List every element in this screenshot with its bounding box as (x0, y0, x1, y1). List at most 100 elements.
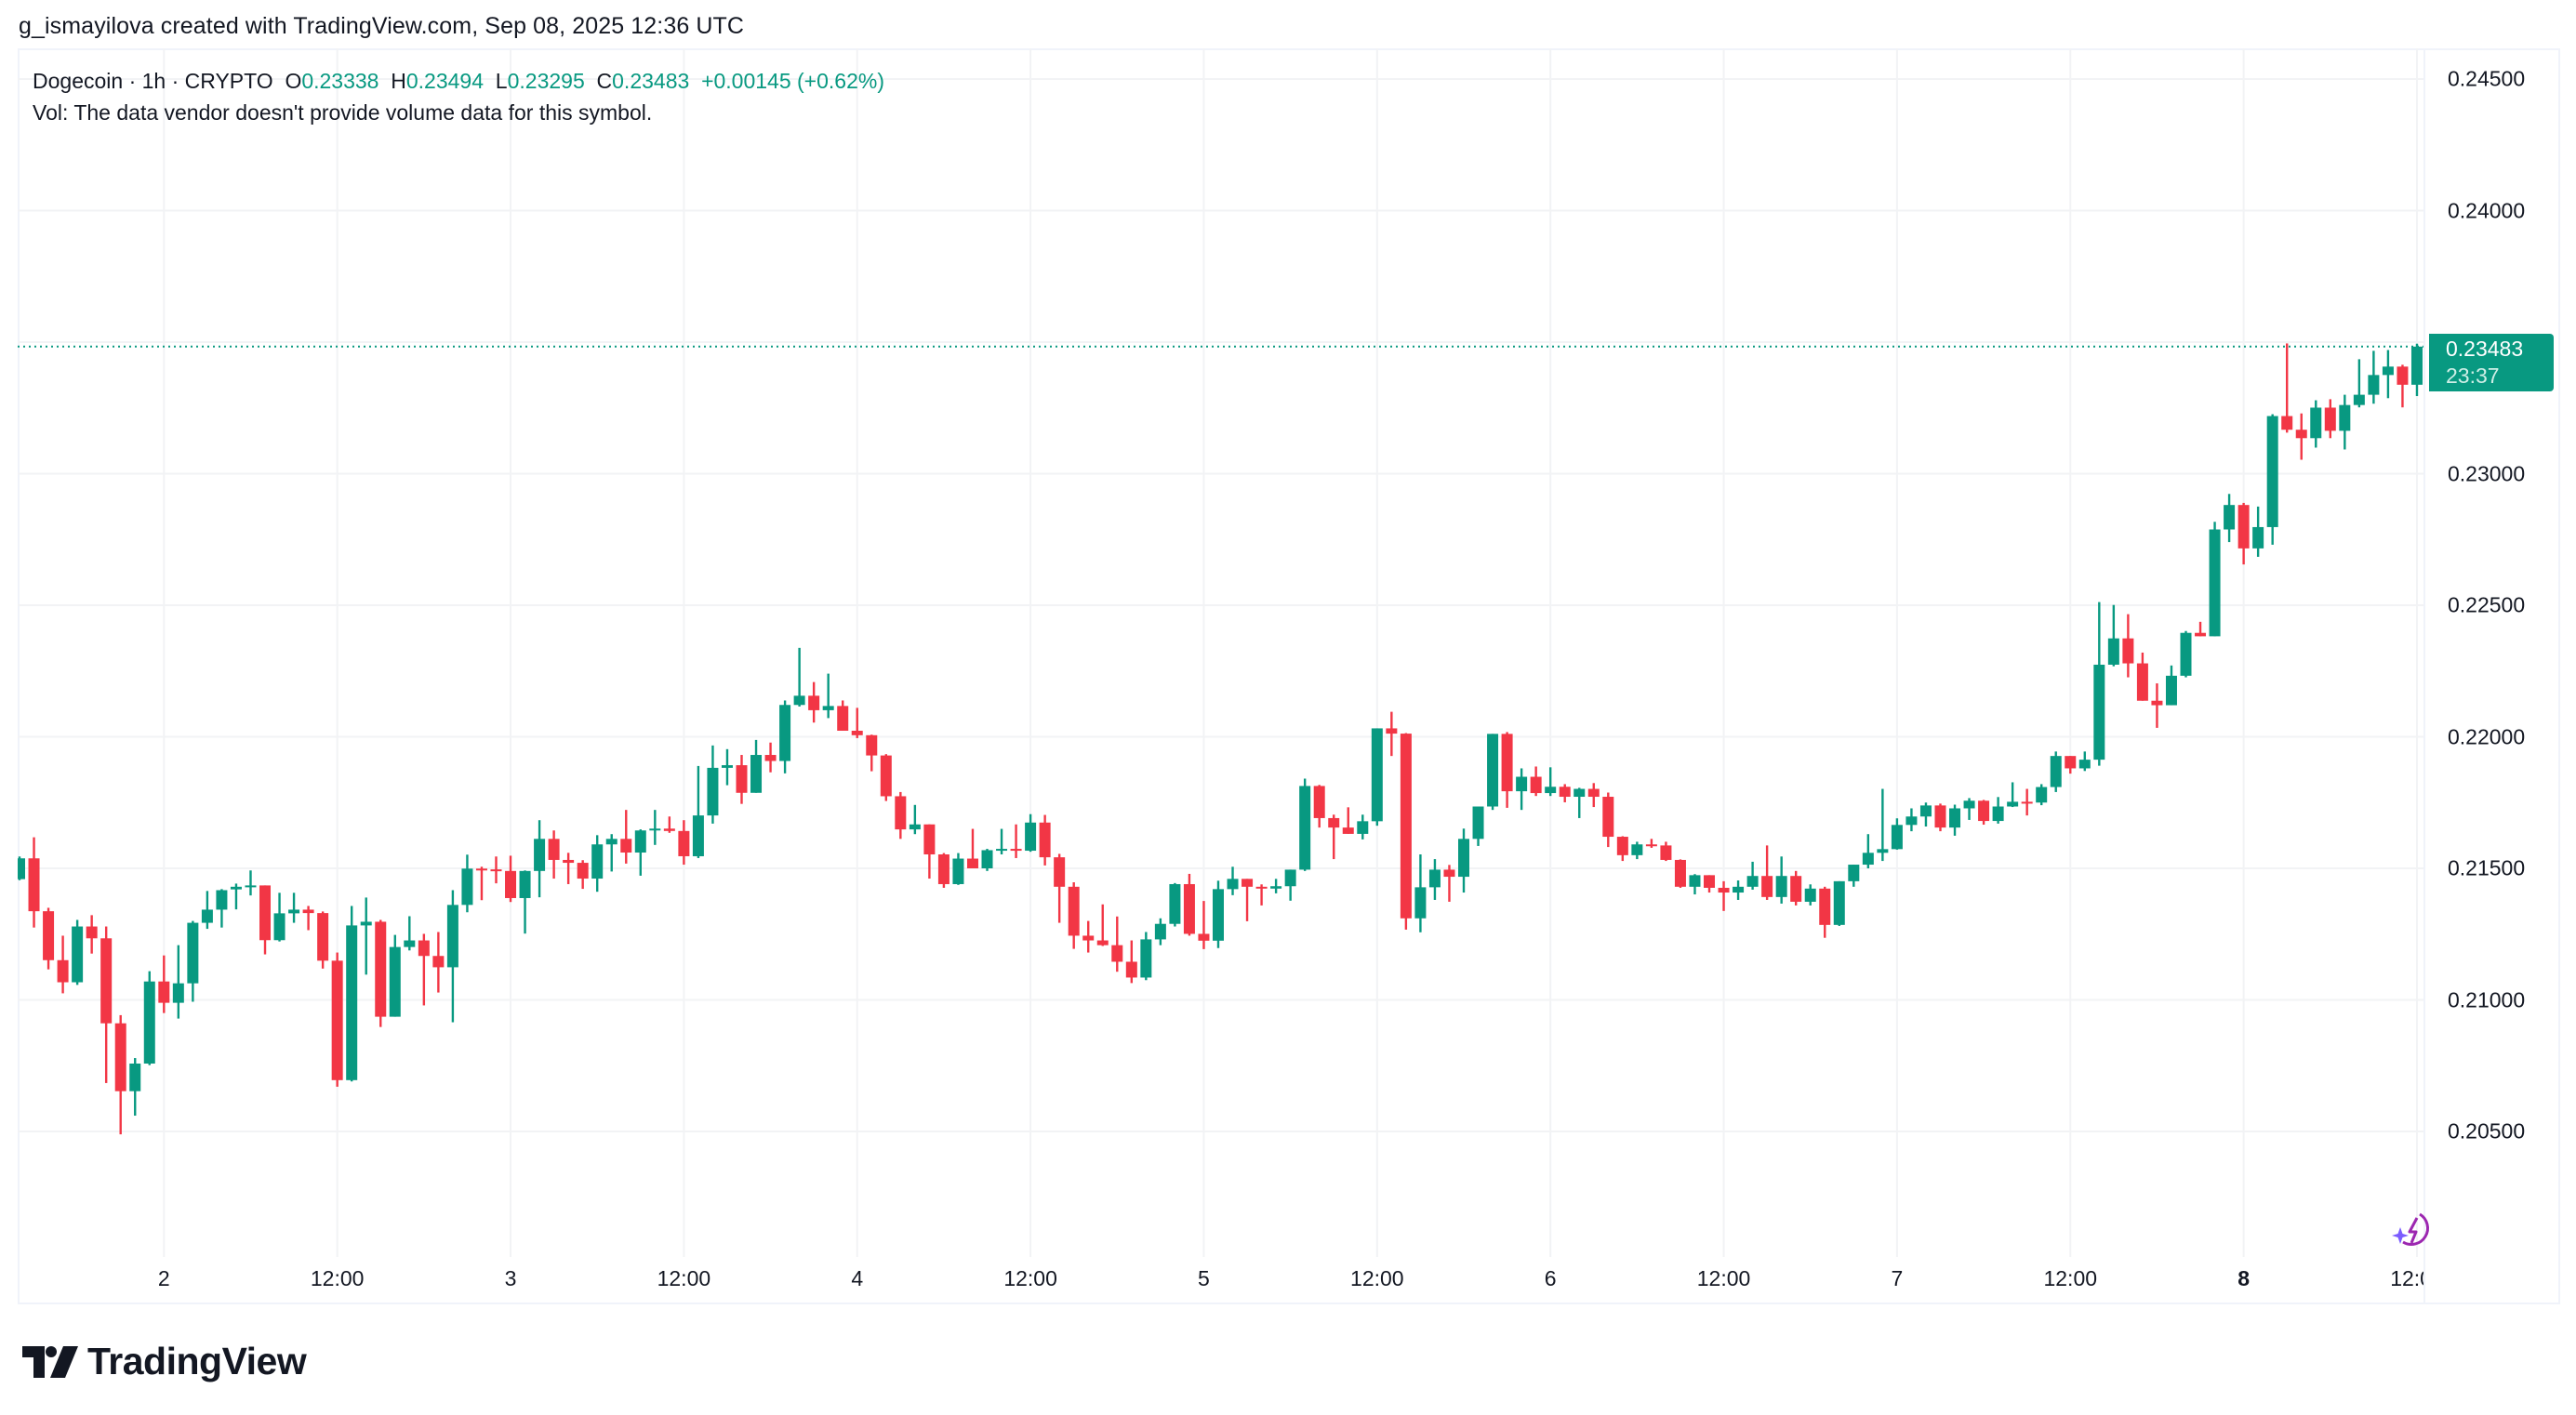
candle-down[interactable] (1313, 785, 1325, 828)
candle-up[interactable] (1848, 865, 1860, 887)
candle-up[interactable] (721, 748, 733, 786)
candle-down[interactable] (808, 681, 820, 723)
candle-down[interactable] (937, 853, 949, 888)
candle-up[interactable] (2252, 506, 2264, 557)
candle-down[interactable] (1443, 865, 1455, 902)
candle-up[interactable] (1746, 861, 1759, 890)
candle-up[interactable] (981, 849, 993, 871)
candle-up[interactable] (1284, 869, 1296, 901)
candle-down[interactable] (490, 856, 502, 884)
candle-down[interactable] (302, 906, 314, 931)
candle-up[interactable] (1631, 841, 1643, 860)
candle-up[interactable] (952, 853, 964, 885)
lightning-sparkle-icon[interactable] (2392, 1209, 2435, 1256)
candle-down[interactable] (1039, 814, 1051, 866)
candle-up[interactable] (909, 804, 921, 835)
candle-down[interactable] (259, 885, 272, 955)
candle-down[interactable] (2237, 502, 2250, 565)
candle-down[interactable] (2295, 413, 2307, 460)
candle-up[interactable] (996, 828, 1008, 855)
candle-down[interactable] (736, 755, 748, 804)
candle-up[interactable] (1270, 879, 1282, 893)
candle-up[interactable] (446, 890, 458, 1023)
candle-up[interactable] (2310, 400, 2322, 448)
candle-down[interactable] (1660, 841, 1672, 862)
candle-up[interactable] (2036, 784, 2048, 806)
candle-up[interactable] (172, 945, 184, 1019)
candle-down[interactable] (1010, 824, 1022, 858)
candle-up[interactable] (389, 934, 401, 1017)
candle-up[interactable] (1891, 818, 1903, 850)
candle-down[interactable] (1255, 884, 1268, 906)
candle-down[interactable] (1183, 873, 1195, 936)
candle-down[interactable] (966, 828, 978, 868)
candle-down[interactable] (475, 866, 487, 901)
candle-up[interactable] (1169, 882, 1181, 927)
candle-up[interactable] (2382, 350, 2394, 399)
candle-down[interactable] (2195, 621, 2207, 637)
candle-up[interactable] (1992, 797, 2004, 824)
tradingview-logo[interactable]: TradingView (22, 1340, 307, 1383)
candle-down[interactable] (1198, 901, 1210, 949)
candle-down[interactable] (2397, 364, 2409, 408)
candle-up[interactable] (2224, 494, 2236, 543)
candle-down[interactable] (1674, 859, 1686, 888)
candle-up[interactable] (461, 854, 473, 913)
candle-up[interactable] (779, 700, 791, 774)
candle-up[interactable] (2266, 414, 2278, 545)
candle-down[interactable] (1978, 800, 1990, 826)
time-axis[interactable]: 2 12:00 3 12:00 4 12:00 5 12:00 6 12:00 7 12:00 8 12:… (18, 1266, 2423, 1300)
candle-down[interactable] (764, 742, 777, 773)
candle-down[interactable] (432, 932, 445, 993)
candle-down[interactable] (1068, 881, 1080, 949)
candle-down[interactable] (895, 791, 907, 840)
candle-up[interactable] (1487, 734, 1499, 811)
candlestick-chart[interactable] (18, 48, 2423, 1257)
candle-down[interactable] (880, 754, 892, 801)
candle-up[interactable] (1545, 767, 1557, 797)
candle-down[interactable] (1386, 711, 1398, 757)
candle-up[interactable] (1299, 778, 1311, 871)
candle-down[interactable] (2021, 788, 2033, 816)
candle-down[interactable] (837, 700, 849, 731)
candle-down[interactable] (505, 855, 517, 903)
candle-up[interactable] (2209, 522, 2221, 637)
candle-up[interactable] (404, 916, 416, 951)
candle-up[interactable] (1371, 728, 1383, 827)
candle-up[interactable] (143, 971, 155, 1065)
candle-down[interactable] (1934, 803, 1946, 832)
candle-up[interactable] (822, 673, 834, 719)
candle-up[interactable] (216, 889, 228, 928)
candle-up[interactable] (519, 870, 531, 934)
candle-down[interactable] (678, 820, 690, 866)
candle-up[interactable] (2050, 751, 2062, 792)
candle-up[interactable] (1862, 834, 1874, 868)
candle-up[interactable] (18, 856, 25, 880)
candle-up[interactable] (1025, 813, 1037, 853)
candle-up[interactable] (1140, 932, 1152, 981)
candle-up[interactable] (1775, 856, 1787, 904)
candle-down[interactable] (43, 907, 55, 970)
candle-down[interactable] (1242, 879, 1254, 921)
candle-down[interactable] (1559, 784, 1571, 802)
candle-up[interactable] (1833, 880, 1845, 926)
candle-down[interactable] (1718, 880, 1730, 911)
candle-up[interactable] (634, 829, 646, 876)
candle-up[interactable] (1516, 768, 1528, 811)
candle-up[interactable] (2410, 343, 2423, 397)
candle-down[interactable] (866, 734, 878, 772)
candle-up[interactable] (1428, 859, 1441, 900)
candle-up[interactable] (201, 891, 213, 930)
candle-down[interactable] (2151, 683, 2163, 728)
candle-down[interactable] (2122, 614, 2134, 678)
candle-down[interactable] (2065, 756, 2077, 774)
candle-up[interactable] (187, 920, 199, 1002)
candle-down[interactable] (1328, 814, 1340, 860)
candle-up[interactable] (1804, 884, 1816, 906)
candle-up[interactable] (1949, 804, 1961, 836)
candle-up[interactable] (1458, 828, 1469, 893)
candle-down[interactable] (923, 824, 936, 879)
candle-up[interactable] (1212, 880, 1224, 948)
candle-up[interactable] (534, 820, 546, 898)
candle-down[interactable] (86, 915, 98, 954)
